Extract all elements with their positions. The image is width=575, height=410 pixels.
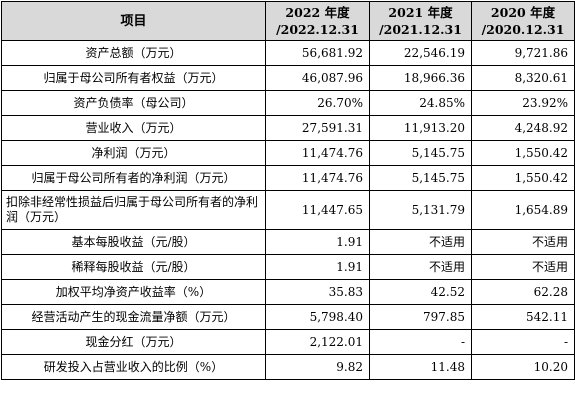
header-year-label: 2022 年度 <box>285 5 350 20</box>
table-row-diluted-eps: 稀释每股收益（元/股） 1.91 不适用 不适用 <box>1 254 575 280</box>
table-row-weighted-roe: 加权平均净资产收益率（%） 35.83 42.52 62.28 <box>1 279 575 305</box>
cell-2022: 27,591.31 <box>265 115 370 141</box>
cell-2021: 不适用 <box>369 229 472 255</box>
header-year-2022: 2022 年度 /2022.12.31 <box>265 1 370 41</box>
cell-2022: 11,474.76 <box>265 140 370 166</box>
table-row-parent-equity: 归属于母公司所有者权益（万元） 46,087.96 18,966.36 8,32… <box>1 65 575 91</box>
table-row-rd-ratio: 研发投入占营业收入的比例（%） 9.82 11.48 10.20 <box>1 354 575 380</box>
row-label: 营业收入（万元） <box>1 115 266 141</box>
cell-2020: 1,654.89 <box>471 190 575 230</box>
row-label: 净利润（万元） <box>1 140 266 166</box>
table-row-operating-cash-flow: 经营活动产生的现金流量净额（万元） 5,798.40 797.85 542.11 <box>1 304 575 330</box>
cell-2020: 1,550.42 <box>471 165 575 191</box>
cell-2021: 22,546.19 <box>369 40 472 66</box>
header-date-label: /2022.12.31 <box>276 22 359 37</box>
cell-2022: 46,087.96 <box>265 65 370 91</box>
cell-2020: 不适用 <box>471 254 575 280</box>
row-label: 现金分红（万元） <box>1 329 266 355</box>
row-label: 归属于母公司所有者的净利润（万元） <box>1 165 266 191</box>
row-label: 经营活动产生的现金流量净额（万元） <box>1 304 266 330</box>
row-label: 稀释每股收益（元/股） <box>1 254 266 280</box>
header-year-label: 2020 年度 <box>490 5 556 20</box>
cell-2022: 11,474.76 <box>265 165 370 191</box>
cell-2022: 56,681.92 <box>265 40 370 66</box>
row-label: 资产负债率（母公司） <box>1 90 266 116</box>
table-row-revenue: 营业收入（万元） 27,591.31 11,913.20 4,248.92 <box>1 115 575 141</box>
row-label: 扣除非经常性损益后归属于母公司所有者的净利润（万元） <box>1 190 266 230</box>
cell-2022: 1.91 <box>265 229 370 255</box>
row-label: 资产总额（万元） <box>1 40 266 66</box>
row-label: 研发投入占营业收入的比例（%） <box>1 354 266 380</box>
table-row-total-assets: 资产总额（万元） 56,681.92 22,546.19 9,721.86 <box>1 40 575 66</box>
cell-2021: 42.52 <box>369 279 472 305</box>
cell-2020: 4,248.92 <box>471 115 575 141</box>
header-year-2021: 2021 年度 /2021.12.31 <box>369 1 472 41</box>
cell-2020: 23.92% <box>471 90 575 116</box>
table-row-debt-ratio: 资产负债率（母公司） 26.70% 24.85% 23.92% <box>1 90 575 116</box>
cell-2022: 1.91 <box>265 254 370 280</box>
header-date-label: /2021.12.31 <box>379 22 462 37</box>
cell-2021: - <box>369 329 472 355</box>
table-row-cash-dividend: 现金分红（万元） 2,122.01 - - <box>1 329 575 355</box>
cell-2020: - <box>471 329 575 355</box>
header-row: 项目 2022 年度 /2022.12.31 2021 年度 /2021.12.… <box>1 1 575 41</box>
cell-2021: 5,145.75 <box>369 140 472 166</box>
cell-2022: 35.83 <box>265 279 370 305</box>
header-year-label: 2021 年度 <box>388 5 453 20</box>
cell-2022: 9.82 <box>265 354 370 380</box>
table-row-parent-net-profit: 归属于母公司所有者的净利润（万元） 11,474.76 5,145.75 1,5… <box>1 165 575 191</box>
cell-2021: 11,913.20 <box>369 115 472 141</box>
cell-2021: 5,145.75 <box>369 165 472 191</box>
table-body: 资产总额（万元） 56,681.92 22,546.19 9,721.86 归属… <box>1 40 575 380</box>
cell-2020: 542.11 <box>471 304 575 330</box>
cell-2022: 26.70% <box>265 90 370 116</box>
row-label: 加权平均净资产收益率（%） <box>1 279 266 305</box>
cell-2021: 11.48 <box>369 354 472 380</box>
cell-2022: 5,798.40 <box>265 304 370 330</box>
row-label: 基本每股收益（元/股） <box>1 229 266 255</box>
cell-2020: 不适用 <box>471 229 575 255</box>
cell-2022: 11,447.65 <box>265 190 370 230</box>
financial-summary-table: 项目 2022 年度 /2022.12.31 2021 年度 /2021.12.… <box>1 1 575 380</box>
cell-2021: 24.85% <box>369 90 472 116</box>
cell-2020: 1,550.42 <box>471 140 575 166</box>
header-date-label: /2020.12.31 <box>481 22 565 37</box>
header-year-2020: 2020 年度 /2020.12.31 <box>471 1 575 41</box>
table-header: 项目 2022 年度 /2022.12.31 2021 年度 /2021.12.… <box>1 1 575 41</box>
cell-2021: 797.85 <box>369 304 472 330</box>
cell-2021: 不适用 <box>369 254 472 280</box>
cell-2021: 5,131.79 <box>369 190 472 230</box>
cell-2020: 62.28 <box>471 279 575 305</box>
header-item-label: 项目 <box>1 1 266 41</box>
cell-2022: 2,122.01 <box>265 329 370 355</box>
cell-2020: 8,320.61 <box>471 65 575 91</box>
table-row-net-profit: 净利润（万元） 11,474.76 5,145.75 1,550.42 <box>1 140 575 166</box>
cell-2020: 9,721.86 <box>471 40 575 66</box>
table-row-adjusted-net-profit: 扣除非经常性损益后归属于母公司所有者的净利润（万元） 11,447.65 5,1… <box>1 190 575 230</box>
cell-2020: 10.20 <box>471 354 575 380</box>
cell-2021: 18,966.36 <box>369 65 472 91</box>
row-label: 归属于母公司所有者权益（万元） <box>1 65 266 91</box>
table-row-basic-eps: 基本每股收益（元/股） 1.91 不适用 不适用 <box>1 229 575 255</box>
